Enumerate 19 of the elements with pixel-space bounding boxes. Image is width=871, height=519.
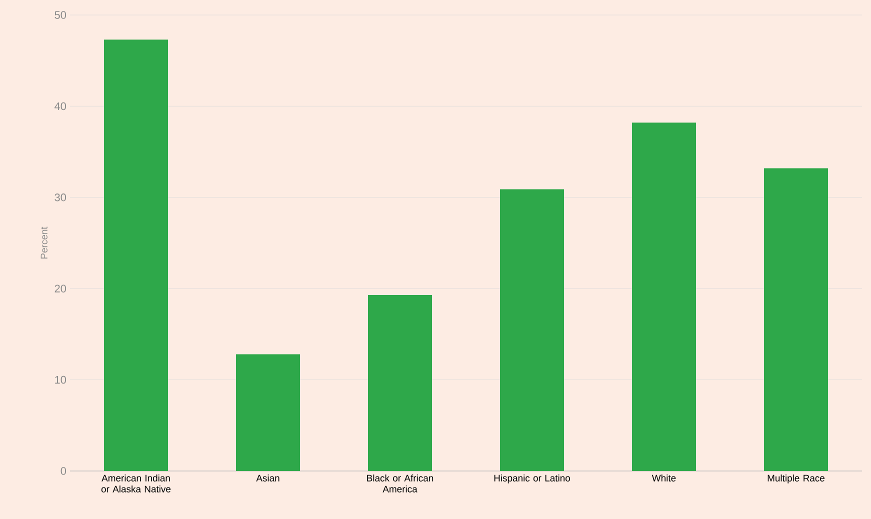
y-tick-label: 50 — [54, 11, 66, 19]
bar — [236, 354, 300, 471]
x-tick-label: American Indian or Alaska Native — [101, 474, 171, 492]
y-tick-label: 40 — [54, 102, 66, 110]
bar — [104, 40, 168, 471]
y-tick-label: 20 — [54, 284, 66, 292]
y-tick-label: 10 — [55, 376, 66, 384]
x-tick-label: Hispanic or Latino — [494, 474, 570, 484]
x-tick-label: Asian — [256, 474, 280, 482]
x-tick-label: Multiple Race — [768, 474, 824, 484]
y-tick-label: 0 — [60, 467, 66, 475]
bar — [368, 294, 432, 471]
x-tick-label: Black or African America — [367, 474, 434, 492]
bar — [500, 189, 564, 471]
bar — [632, 122, 696, 471]
y-tick-label: 30 — [54, 194, 66, 202]
bar — [764, 168, 828, 471]
x-tick-label: White — [652, 474, 676, 482]
y-axis-title: Percent — [40, 226, 48, 259]
